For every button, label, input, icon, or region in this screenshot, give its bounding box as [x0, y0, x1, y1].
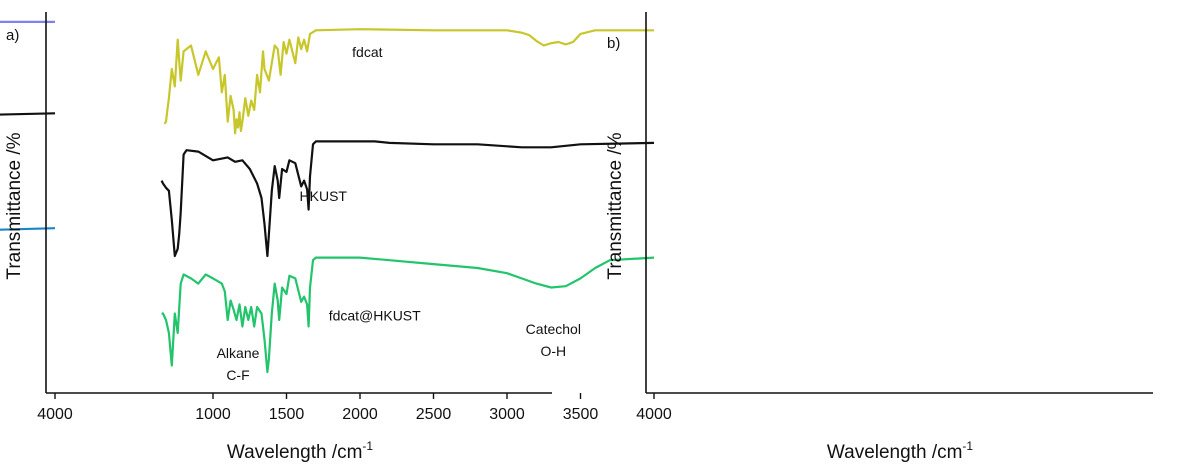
x-tick-label: 4000 — [37, 406, 73, 423]
x-tick-label: 3500 — [563, 406, 599, 423]
panel-b-xlabel-text: Wavelength /cm — [827, 442, 963, 463]
band-0-label-1: O-H — [540, 343, 566, 359]
panel-b: 4000 3500 3000 2500 2000 1500 1000 Catechol O-H… — [160, 12, 1153, 463]
series-hkust-line — [160, 140, 655, 258]
series-label-0: fdcat — [352, 44, 382, 60]
panel-b-ylabel: Transmittance /% — [605, 132, 626, 279]
x-tick-label: 1500 — [269, 406, 305, 423]
panel-b-label: b) — [607, 35, 620, 52]
panel-a-label: a) — [6, 27, 19, 44]
panel-b-labels: Catechol O-H Alkane C-F fdcat HKUST fdcat@HKUS… — [217, 44, 581, 383]
panel-b-ticks: 4000 3500 3000 2500 2000 1500 1000 — [195, 393, 672, 423]
panel-b-axes — [645, 12, 1153, 394]
band-0-label-0: Catechol — [526, 321, 581, 337]
panel-a-ylabel: Transmittance /% — [4, 132, 25, 279]
band-1-label-0: Alkane — [217, 345, 260, 361]
panel-a-xlabel: Wavelength /cm-1 — [227, 439, 374, 463]
series-label-1: HKUST — [300, 188, 348, 204]
series-label-2: fdcat@HKUST — [329, 308, 421, 324]
series-fdcat-line — [163, 28, 654, 135]
panel-a-xlabel-sup: -1 — [362, 439, 373, 453]
panel-b-xlabel: Wavelength /cm-1 — [827, 439, 974, 463]
x-tick-label: 3000 — [489, 406, 525, 423]
series-fdcat-hkust-line — [161, 256, 655, 374]
band-1-label-1: C-F — [226, 367, 249, 383]
panel-a-xlabel-text: Wavelength /cm — [227, 442, 363, 463]
x-tick-label: 1000 — [195, 406, 231, 423]
panel-a-axes — [45, 12, 552, 394]
x-tick-label: 4000 — [636, 406, 672, 423]
x-tick-label: 2500 — [416, 406, 452, 423]
x-tick-label: 2000 — [342, 406, 378, 423]
panel-b-xlabel-sup: -1 — [962, 439, 973, 453]
panel-b-series — [160, 28, 655, 374]
